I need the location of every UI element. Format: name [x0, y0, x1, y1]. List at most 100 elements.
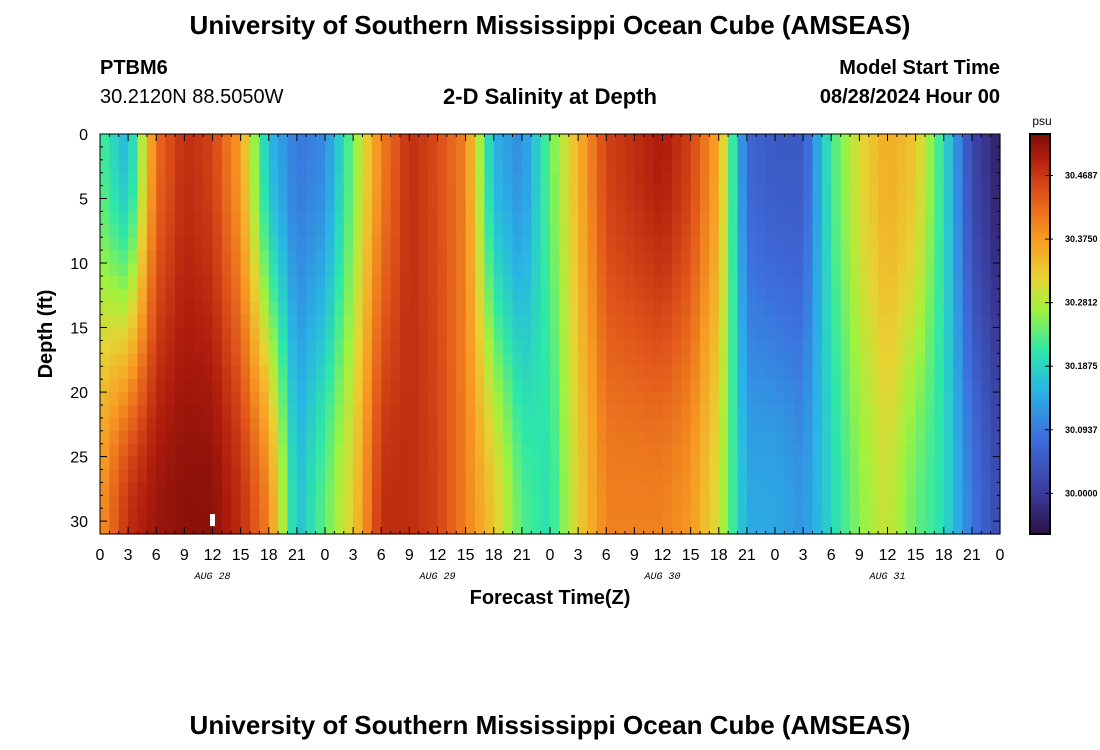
heatmap-cell — [896, 185, 907, 200]
heatmap-cell — [109, 134, 120, 148]
heatmap-cell — [437, 172, 448, 187]
heatmap-cell — [484, 327, 495, 342]
heatmap-cell — [587, 392, 598, 406]
heatmap-cell — [418, 392, 429, 406]
heatmap-cell — [700, 134, 710, 148]
heatmap-cell — [896, 456, 907, 471]
heatmap-cell — [709, 327, 720, 342]
heatmap-cell — [306, 521, 317, 535]
heatmap-cell — [840, 146, 851, 161]
heatmap-cell — [700, 417, 710, 432]
heatmap-cell — [268, 237, 279, 251]
heatmap-cell — [362, 430, 373, 445]
heatmap-cell — [671, 146, 682, 161]
heatmap-cell — [634, 340, 645, 354]
heatmap-cell — [250, 159, 260, 174]
heatmap-cell — [381, 288, 392, 303]
heatmap-cell — [700, 353, 710, 367]
heatmap-cell — [559, 263, 570, 277]
heatmap-cell — [371, 417, 382, 432]
heatmap-cell — [896, 495, 907, 509]
heatmap-cell — [250, 482, 260, 496]
heatmap-cell — [625, 198, 635, 213]
heatmap-cell — [728, 250, 739, 264]
heatmap-cell — [521, 327, 532, 342]
heatmap-cell — [371, 224, 382, 238]
x-tick-label: 0 — [996, 547, 1005, 564]
heatmap-cell — [128, 159, 139, 174]
heatmap-cell — [287, 495, 298, 509]
heatmap-cell — [925, 430, 935, 445]
heatmap-cell — [259, 146, 270, 161]
heatmap-cell — [146, 353, 157, 367]
x-axis: 0 3 6 9 12 15 18 21 0 3 6 9 12 15 18 21 0 3 6 9 12 15 18 21 0 3 6 9… — [96, 134, 1005, 583]
heatmap-cell — [568, 327, 579, 342]
heatmap-cell — [662, 482, 673, 496]
heatmap-cell — [934, 172, 945, 187]
heatmap-cell — [212, 392, 223, 406]
heatmap-cell — [165, 456, 176, 471]
heatmap-cell — [400, 237, 410, 251]
heatmap-cell — [671, 443, 682, 458]
heatmap-cell — [521, 237, 532, 251]
heatmap-cell — [812, 198, 823, 213]
heatmap-cell — [634, 327, 645, 342]
heatmap-cell — [512, 508, 523, 522]
heatmap-cell — [596, 146, 607, 161]
heatmap-cell — [737, 185, 748, 200]
heatmap-cell — [587, 404, 598, 419]
heatmap-cell — [278, 456, 289, 471]
heatmap-cell — [662, 417, 673, 432]
heatmap-cell — [353, 521, 364, 535]
heatmap-cell — [765, 314, 776, 329]
heatmap-cell — [203, 392, 214, 406]
heatmap-cell — [793, 521, 804, 535]
heatmap-cell — [718, 417, 729, 432]
heatmap-cell — [221, 443, 232, 458]
heatmap-cell — [446, 198, 457, 213]
heatmap-cell — [803, 146, 814, 161]
heatmap-cell — [240, 211, 251, 225]
heatmap-cell — [615, 392, 626, 406]
y-tick-label: 25 — [70, 450, 88, 467]
heatmap-cell — [718, 198, 729, 213]
heatmap-cell — [165, 482, 176, 496]
heatmap-cell — [587, 159, 598, 174]
heatmap-cell — [212, 172, 223, 187]
heatmap-cell — [990, 482, 1001, 496]
heatmap-cell — [390, 172, 401, 187]
heatmap-cell — [503, 366, 514, 380]
heatmap-cell — [587, 288, 598, 303]
heatmap-cell — [812, 314, 823, 329]
heatmap-cell — [596, 198, 607, 213]
heatmap-cell — [915, 146, 926, 161]
heatmap-cell — [831, 430, 842, 445]
heatmap-cell — [784, 456, 795, 471]
heatmap-cell — [240, 366, 251, 380]
heatmap-cell — [165, 430, 176, 445]
heatmap-cell — [803, 456, 814, 471]
heatmap-cell — [896, 521, 907, 535]
heatmap-cell — [475, 172, 485, 187]
heatmap-cell — [456, 211, 467, 225]
heatmap-cell — [878, 495, 889, 509]
heatmap-cell — [193, 353, 204, 367]
heatmap-cell — [775, 263, 785, 277]
heatmap-cell — [193, 250, 204, 264]
heatmap-cell — [128, 469, 139, 483]
heatmap-cell — [390, 134, 401, 148]
heatmap-cell — [259, 134, 270, 148]
heatmap-cell — [540, 211, 551, 225]
heatmap-cell — [821, 495, 832, 509]
heatmap-cell — [381, 430, 392, 445]
heatmap-cell — [793, 250, 804, 264]
heatmap-cell — [643, 237, 654, 251]
heatmap-cell — [493, 198, 504, 213]
heatmap-cell — [109, 443, 120, 458]
heatmap-cell — [615, 456, 626, 471]
heatmap-cell — [671, 353, 682, 367]
page-title: University of Southern Mississippi Ocean… — [189, 10, 911, 40]
heatmap-cell — [353, 392, 364, 406]
heatmap-cell — [146, 288, 157, 303]
heatmap-cell — [109, 288, 120, 303]
